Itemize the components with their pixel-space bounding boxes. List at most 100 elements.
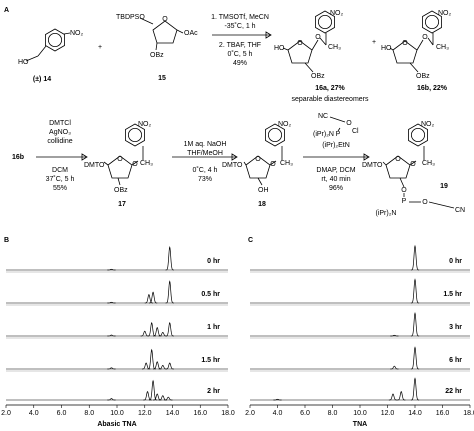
peak <box>165 362 174 370</box>
bond <box>25 55 39 62</box>
peak <box>397 391 406 401</box>
bond <box>315 10 335 34</box>
scheme-text: O <box>132 161 138 168</box>
peak <box>165 280 174 304</box>
bond <box>176 29 184 34</box>
scheme-text: O <box>117 156 123 163</box>
scheme-text: OH <box>258 187 269 194</box>
trace-label: 1.5 hr <box>443 291 462 298</box>
peak <box>148 291 158 304</box>
scheme-text: NO₂ <box>438 10 452 17</box>
scheme-text: (iPr)₂N <box>313 131 334 138</box>
scheme-text: O <box>422 34 428 41</box>
x-tick-label: 6.0 <box>300 410 310 417</box>
scheme-text: 96% <box>329 185 343 192</box>
scheme-text: O <box>346 120 352 127</box>
scheme-text: NO₂ <box>278 121 292 128</box>
scheme-text: DMAP, DCM <box>316 167 355 174</box>
scheme-text: Cl <box>352 128 359 135</box>
bond <box>363 153 370 161</box>
bond <box>416 39 424 51</box>
scheme-text: DMTO <box>362 162 383 169</box>
peak <box>165 322 174 337</box>
bond <box>139 17 154 25</box>
peak <box>164 396 173 401</box>
peak <box>390 334 399 337</box>
scheme-text: 17 <box>118 201 126 208</box>
scheme-text: NO₂ <box>421 121 435 128</box>
bond <box>385 155 411 179</box>
scheme-text: 37˚C, 5 h <box>46 175 75 183</box>
bond <box>117 177 121 186</box>
bond <box>287 40 313 64</box>
bond <box>329 116 346 123</box>
scheme-structures <box>25 10 455 209</box>
scheme-text: O <box>315 34 321 41</box>
trace-label: 0 hr <box>449 258 462 265</box>
panel-label: B <box>4 237 9 244</box>
x-tick-label: 12.0 <box>138 410 152 417</box>
trace-label: 1.5 hr <box>201 357 220 364</box>
scheme-text: (±) 14 <box>33 76 51 83</box>
scheme-text: O <box>297 40 303 47</box>
peak <box>390 365 399 370</box>
x-tick-label: 14.0 <box>166 410 180 417</box>
trace-label: 1 hr <box>207 324 220 331</box>
scheme-text: 0˚C, 5 h <box>228 50 253 58</box>
bond <box>382 161 387 166</box>
scheme-text: CN <box>455 207 465 214</box>
scheme-text: O <box>401 187 407 194</box>
scheme-text: 15 <box>158 75 166 82</box>
scheme-text: O <box>410 161 416 168</box>
peak <box>107 268 116 271</box>
peak <box>410 278 420 304</box>
scheme-text: DCM <box>52 167 68 174</box>
scheme-text: TBDPSO <box>116 14 145 21</box>
bond <box>131 160 139 166</box>
scheme-text: O <box>422 199 428 206</box>
trace-label: 2 hr <box>207 388 220 395</box>
peak <box>147 348 156 370</box>
bond <box>155 42 158 51</box>
scheme-text: THF/MeOH <box>187 150 223 157</box>
scheme-text: 1. TMSOTf, MeCN <box>211 14 269 21</box>
x-tick-label: 4.0 <box>273 410 283 417</box>
panel-label: C <box>248 237 253 244</box>
bond <box>422 10 442 34</box>
bond <box>399 177 405 188</box>
scheme-text: OBz <box>311 73 325 80</box>
bond <box>428 201 455 209</box>
scheme-text: NC <box>318 113 328 120</box>
x-axis-label: Abasic TNA <box>97 421 136 428</box>
scheme-text: 16b, 22% <box>417 85 448 92</box>
scheme-text: O <box>162 16 168 23</box>
peak <box>107 398 116 401</box>
x-tick-label: 10.0 <box>110 410 124 417</box>
scheme-text: NO₂ <box>70 30 84 37</box>
scheme-text: + <box>372 39 376 46</box>
scheme-text: OBz <box>114 187 128 194</box>
scheme-text: O <box>402 40 408 47</box>
scheme-text: O <box>395 156 401 163</box>
scheme-text: CH₃ <box>422 160 435 167</box>
peak <box>140 330 149 337</box>
x-tick-label: 18.0 <box>221 410 235 417</box>
x-tick-label: 8.0 <box>328 410 338 417</box>
scheme-text: rt, 40 min <box>321 176 350 183</box>
x-tick-label: 4.0 <box>29 410 39 417</box>
scheme-text: 2. TBAF, THF <box>219 42 261 49</box>
peak <box>410 311 420 337</box>
aromatic-ring <box>127 127 142 142</box>
peak <box>147 322 156 337</box>
bond <box>409 160 417 166</box>
bond <box>311 39 319 51</box>
trace-label: 6 hr <box>449 357 462 364</box>
scheme-text: O <box>255 156 261 163</box>
scheme-text: CH₃ <box>280 160 293 167</box>
peak <box>273 398 282 401</box>
bond <box>392 40 418 64</box>
aromatic-ring <box>48 33 63 48</box>
scheme-text: collidine <box>47 138 72 145</box>
bond <box>103 161 109 166</box>
